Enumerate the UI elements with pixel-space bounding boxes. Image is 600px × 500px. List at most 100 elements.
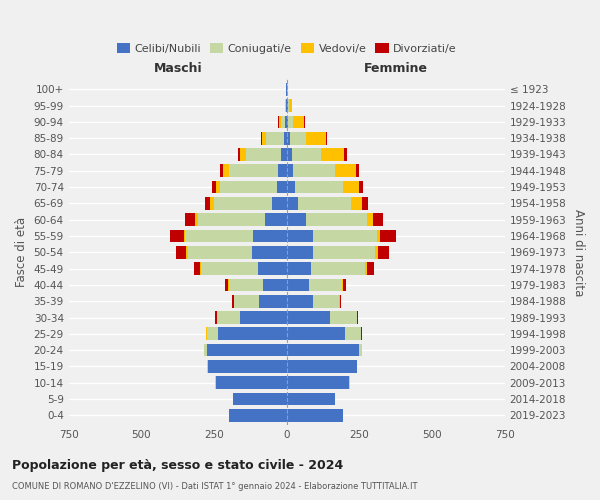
Bar <box>194 262 287 275</box>
Bar <box>229 278 287 291</box>
Bar <box>233 392 287 406</box>
Bar <box>233 392 287 406</box>
Bar <box>287 132 328 144</box>
Legend: Celibi/Nubili, Coniugati/e, Vedovi/e, Divorziati/e: Celibi/Nubili, Coniugati/e, Vedovi/e, Di… <box>113 40 460 58</box>
Bar <box>287 246 389 258</box>
Bar <box>287 376 350 389</box>
Y-axis label: Fasce di età: Fasce di età <box>15 218 28 288</box>
Bar <box>212 180 287 194</box>
Bar <box>287 409 343 422</box>
Bar <box>287 344 362 356</box>
Bar <box>287 262 374 275</box>
Bar <box>200 262 287 275</box>
Bar <box>229 164 287 177</box>
Bar <box>287 360 356 373</box>
Text: Maschi: Maschi <box>154 62 202 74</box>
Bar <box>287 164 359 177</box>
Bar <box>215 376 287 389</box>
Bar <box>287 311 357 324</box>
Bar <box>287 295 313 308</box>
Bar <box>285 99 287 112</box>
Bar <box>285 99 287 112</box>
Bar <box>287 214 383 226</box>
Bar <box>287 246 313 258</box>
Bar <box>287 295 340 308</box>
Bar <box>215 376 287 389</box>
Bar <box>176 246 287 258</box>
Bar <box>287 197 362 210</box>
Bar <box>287 83 288 96</box>
Bar <box>287 295 341 308</box>
Bar <box>287 148 344 161</box>
Bar <box>223 164 287 177</box>
Bar <box>263 278 287 291</box>
Bar <box>287 116 288 128</box>
Bar <box>217 311 287 324</box>
Bar <box>214 197 287 210</box>
Bar <box>287 230 396 242</box>
Bar <box>287 180 359 194</box>
Bar <box>286 83 287 96</box>
Bar <box>287 392 335 406</box>
Bar <box>287 328 361 340</box>
Bar <box>265 214 287 226</box>
Bar <box>284 132 287 144</box>
Bar <box>217 311 287 324</box>
Bar <box>281 148 287 161</box>
Bar <box>287 116 305 128</box>
Bar <box>286 83 287 96</box>
Bar <box>287 278 346 291</box>
Bar <box>224 278 287 291</box>
Bar <box>246 148 287 161</box>
Bar <box>253 230 287 242</box>
Bar <box>287 344 362 356</box>
Bar <box>287 278 342 291</box>
Bar <box>261 132 287 144</box>
Bar <box>220 180 287 194</box>
Bar <box>215 311 287 324</box>
Bar <box>240 311 287 324</box>
Bar <box>207 344 287 356</box>
Bar <box>207 328 287 340</box>
Bar <box>287 132 326 144</box>
Bar <box>287 230 380 242</box>
Bar <box>287 214 305 226</box>
Bar <box>195 214 287 226</box>
Bar <box>220 164 287 177</box>
Bar <box>287 392 335 406</box>
Bar <box>287 376 350 389</box>
Bar <box>287 409 343 422</box>
Bar <box>188 246 287 258</box>
Bar <box>287 246 376 258</box>
Bar <box>228 278 287 291</box>
Bar <box>240 148 287 161</box>
Bar <box>229 409 287 422</box>
Bar <box>207 360 287 373</box>
Bar <box>287 148 321 161</box>
Bar <box>266 132 287 144</box>
Bar <box>287 197 298 210</box>
Bar <box>285 99 287 112</box>
Bar <box>287 409 343 422</box>
Bar <box>287 278 343 291</box>
Bar <box>209 197 287 210</box>
Bar <box>277 180 287 194</box>
Bar <box>287 262 365 275</box>
Bar <box>287 148 292 161</box>
Bar <box>287 328 362 340</box>
Bar <box>287 230 313 242</box>
Bar <box>187 246 287 258</box>
Bar <box>204 344 287 356</box>
Bar <box>287 99 292 112</box>
Bar <box>287 164 356 177</box>
Bar <box>287 164 293 177</box>
Bar <box>287 311 358 324</box>
Bar <box>218 328 287 340</box>
Bar <box>287 311 331 324</box>
Bar <box>287 311 356 324</box>
Bar <box>233 392 287 406</box>
Bar <box>287 328 345 340</box>
Bar <box>206 328 287 340</box>
Bar <box>204 344 287 356</box>
Bar <box>215 376 287 389</box>
